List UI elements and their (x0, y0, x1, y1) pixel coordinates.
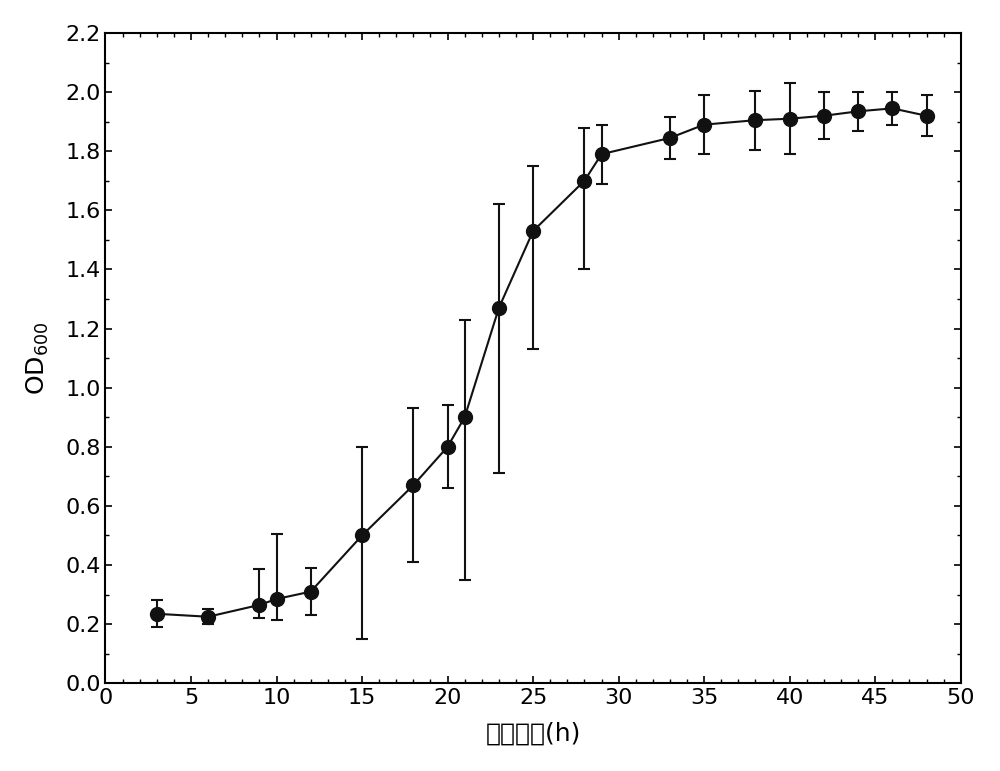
X-axis label: 反应时间(h): 反应时间(h) (485, 722, 581, 746)
Y-axis label: OD$_{600}$: OD$_{600}$ (25, 322, 51, 395)
